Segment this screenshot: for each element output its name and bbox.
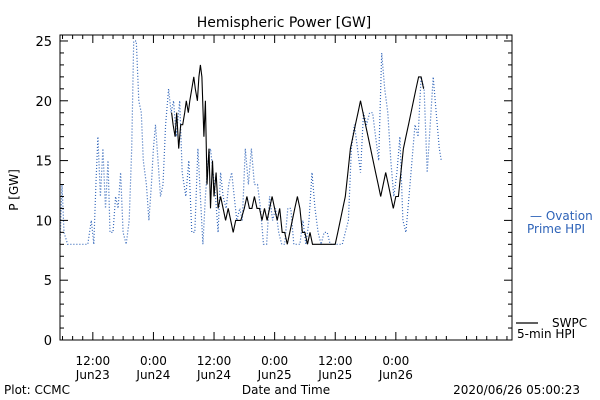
- x-tick-date-5: Jun26: [378, 368, 413, 382]
- y-tick-label-20: 20: [35, 95, 52, 110]
- y-tick-label-15: 15: [35, 155, 52, 170]
- series-layer: [59, 40, 442, 245]
- x-tick-time-2: 12:00: [197, 354, 232, 368]
- x-tick-time-3: 0:00: [261, 354, 288, 368]
- chart-title: Hemispheric Power [GW]: [197, 15, 372, 31]
- y-tick-label-10: 10: [35, 214, 52, 229]
- x-tick-date-1: Jun24: [135, 368, 170, 382]
- x-tick-time-5: 0:00: [382, 354, 409, 368]
- x-tick-date-2: Jun24: [196, 368, 231, 382]
- x-tick-time-4: 12:00: [318, 354, 353, 368]
- legend-ovation-line2: Prime HPI: [527, 222, 585, 236]
- x-axis-label: Date and Time: [242, 383, 330, 397]
- plot-frame: [59, 34, 513, 341]
- x-tick-date-0: Jun23: [75, 368, 110, 382]
- footer-timestamp: 2020/06/26 05:00:23: [453, 383, 580, 397]
- legend-ovation-line1: — Ovation: [530, 209, 593, 223]
- x-tick-time-0: 12:00: [76, 354, 111, 368]
- x-tick-time-1: 0:00: [140, 354, 167, 368]
- axis-layer: 051015202512:00Jun230:00Jun2412:00Jun240…: [35, 35, 512, 382]
- x-tick-date-4: Jun25: [317, 368, 352, 382]
- series-line-0: [59, 40, 442, 245]
- y-tick-label-25: 25: [35, 35, 52, 50]
- footer-credit: Plot: CCMC: [4, 383, 70, 397]
- legend-ovation: — Ovation Prime HPI: [527, 209, 593, 236]
- legend-swpc: SWPC 5-min HPI: [516, 316, 587, 341]
- legend-swpc-line2: 5-min HPI: [517, 327, 575, 341]
- y-tick-label-0: 0: [44, 334, 52, 349]
- y-tick-label-5: 5: [44, 274, 52, 289]
- x-tick-date-3: Jun25: [257, 368, 292, 382]
- legend-swpc-line1: SWPC: [552, 316, 587, 330]
- series-line-1: [171, 64, 425, 245]
- y-axis-label: P [GW]: [7, 169, 21, 211]
